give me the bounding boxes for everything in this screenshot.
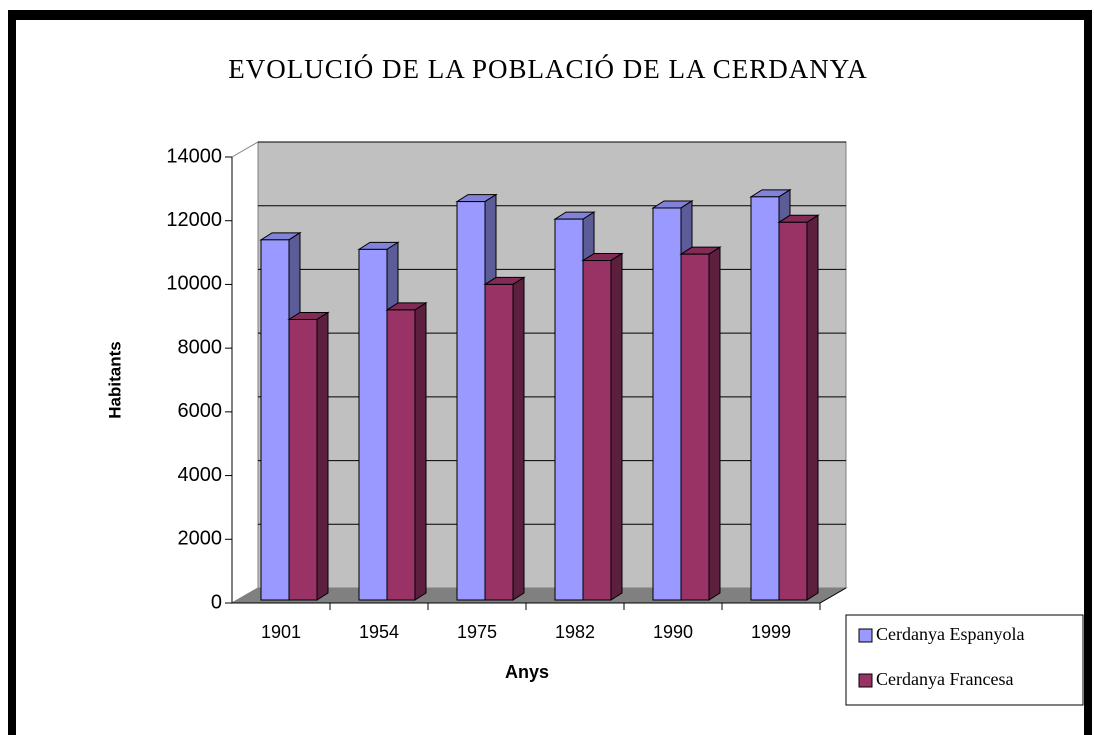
- y-tick-label: 2000: [178, 528, 223, 550]
- x-tick-label: 1982: [555, 622, 595, 642]
- bar: [456, 201, 486, 601]
- frame-right: [1084, 10, 1092, 735]
- x-tick-label: 1954: [359, 622, 399, 642]
- y-tick-label: 14000: [166, 145, 222, 167]
- y-tick-label: 6000: [178, 400, 223, 422]
- bar-side: [708, 246, 721, 601]
- legend-swatch: [858, 628, 873, 643]
- bar: [778, 221, 808, 601]
- x-tick-label: 1999: [751, 622, 791, 642]
- x-axis-label: Anys: [505, 662, 549, 682]
- legend-swatch: [858, 673, 873, 688]
- y-tick-label: 8000: [178, 336, 223, 358]
- bar: [288, 318, 318, 601]
- x-tick-label: 1901: [261, 622, 301, 642]
- bar: [582, 260, 612, 601]
- x-tick-label: 1975: [457, 622, 497, 642]
- x-tick-label: 1990: [653, 622, 693, 642]
- x-axis-depth: [819, 587, 847, 604]
- bar: [554, 218, 584, 601]
- y-axis-label: Habitants: [105, 341, 124, 418]
- bar: [358, 248, 388, 601]
- bar: [652, 207, 682, 601]
- y-tick-label: 4000: [178, 464, 223, 486]
- y-tick-label: 10000: [166, 273, 222, 295]
- bar-side: [316, 311, 329, 601]
- bar: [386, 309, 416, 601]
- chart-title: EVOLUCIÓ DE LA POBLACIÓ DE LA CERDANYA: [228, 54, 868, 84]
- frame-left: [8, 10, 16, 735]
- side-wall: [231, 141, 259, 604]
- bar: [484, 283, 514, 601]
- bar: [750, 196, 780, 601]
- bar-side: [414, 302, 427, 601]
- bar: [260, 239, 290, 601]
- legend: [845, 614, 1084, 706]
- bar-side: [806, 214, 819, 601]
- legend-label: Cerdanya Francesa: [876, 669, 1013, 689]
- frame-top: [8, 10, 1092, 20]
- bar: [680, 253, 710, 601]
- y-tick-label: 12000: [166, 209, 222, 231]
- legend-label: Cerdanya Espanyola: [876, 624, 1024, 644]
- y-tick-label: 0: [211, 591, 222, 613]
- bar-side: [512, 276, 525, 601]
- bar-side: [610, 252, 623, 601]
